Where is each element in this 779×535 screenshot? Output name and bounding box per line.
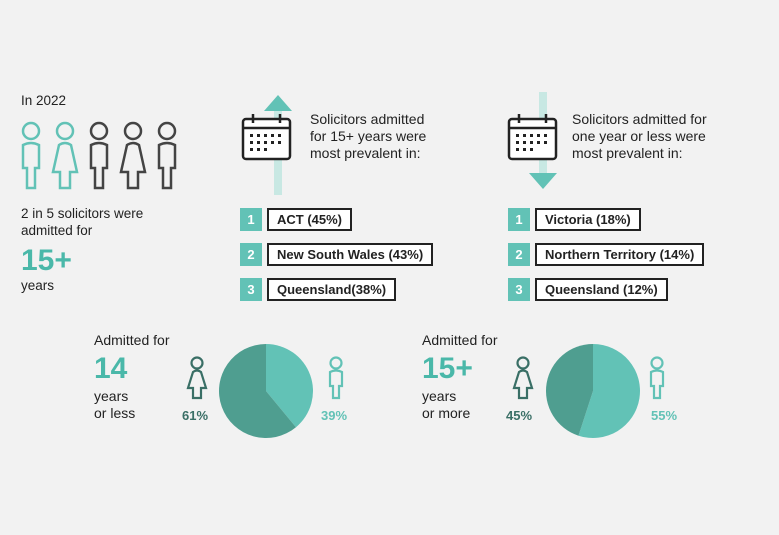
pie1-highlight: 14 — [94, 352, 128, 385]
pie-slice-male — [266, 344, 313, 428]
shortest-title: Solicitors admitted for one year or less… — [572, 111, 707, 162]
pie1-prefix: Admitted for — [94, 332, 170, 348]
rank-number: 3 — [240, 278, 262, 301]
pie2-female-pct: 45% — [506, 408, 533, 423]
year-label: In 2022 — [21, 93, 67, 108]
person-female-icon — [119, 121, 147, 190]
rank-label: Northern Territory (14%) — [535, 243, 705, 266]
longest-icon-group — [241, 95, 292, 195]
shortest-title-line: most prevalent in: — [572, 145, 683, 161]
person-male-icon — [89, 121, 109, 190]
pie1-suffix-2: or less — [94, 405, 136, 421]
shortest-rank-3: 3 Queensland (12%) — [508, 278, 668, 301]
rank-label: Queensland(38%) — [267, 278, 397, 301]
calendar-icon — [507, 114, 558, 161]
pie-chart-2 — [546, 344, 640, 438]
rank-label: New South Wales (43%) — [267, 243, 434, 266]
pie-slice-male — [578, 344, 640, 438]
calendar-icon — [241, 114, 292, 161]
longest-title-line: Solicitors admitted — [310, 111, 425, 127]
shortest-rank-1: 1 Victoria (18%) — [508, 208, 641, 231]
male-icon — [328, 356, 344, 400]
intro-unit: years — [21, 278, 55, 293]
longest-rank-2: 2 New South Wales (43%) — [240, 243, 434, 266]
rank-number: 1 — [508, 208, 530, 231]
person-male-icon — [21, 121, 41, 190]
pie2-prefix: Admitted for — [422, 332, 498, 348]
shortest-title-line: Solicitors admitted for — [572, 111, 707, 127]
longest-title-line: most prevalent in: — [310, 145, 421, 161]
pie2-male-pct: 55% — [651, 408, 678, 423]
rank-number: 1 — [240, 208, 262, 231]
rank-number: 3 — [508, 278, 530, 301]
pie-chart-1 — [218, 344, 313, 438]
pie1-female-pct: 61% — [182, 408, 209, 423]
pie-slice-female — [218, 344, 296, 438]
longest-rank-3: 3 Queensland(38%) — [240, 278, 397, 301]
pie2-suffix-2: or more — [422, 405, 471, 421]
shortest-rank-2: 2 Northern Territory (14%) — [508, 243, 705, 266]
female-icon — [512, 356, 534, 400]
rank-label: Queensland (12%) — [535, 278, 668, 301]
person-male-icon — [157, 121, 177, 190]
people-icons — [21, 121, 177, 190]
rank-label: Victoria (18%) — [535, 208, 641, 231]
pie1-suffix-1: years — [94, 388, 129, 404]
rank-label: ACT (45%) — [267, 208, 353, 231]
intro-statement: 2 in 5 solicitors were admitted for — [21, 206, 144, 238]
shortest-icon-group — [507, 92, 558, 189]
pie2-suffix-1: years — [422, 388, 457, 404]
longest-title-line: for 15+ years were — [310, 128, 427, 144]
person-female-icon — [51, 121, 79, 190]
intro-highlight: 15+ — [21, 244, 72, 277]
pie2-highlight: 15+ — [422, 352, 473, 385]
longest-rank-1: 1 ACT (45%) — [240, 208, 353, 231]
pie-slice-female — [546, 344, 593, 436]
rank-number: 2 — [240, 243, 262, 266]
male-icon — [649, 356, 665, 400]
longest-title: Solicitors admitted for 15+ years were m… — [310, 111, 426, 162]
rank-number: 2 — [508, 243, 530, 266]
female-icon — [186, 356, 208, 400]
pie1-male-pct: 39% — [321, 408, 348, 423]
shortest-title-line: one year or less were — [572, 128, 706, 144]
